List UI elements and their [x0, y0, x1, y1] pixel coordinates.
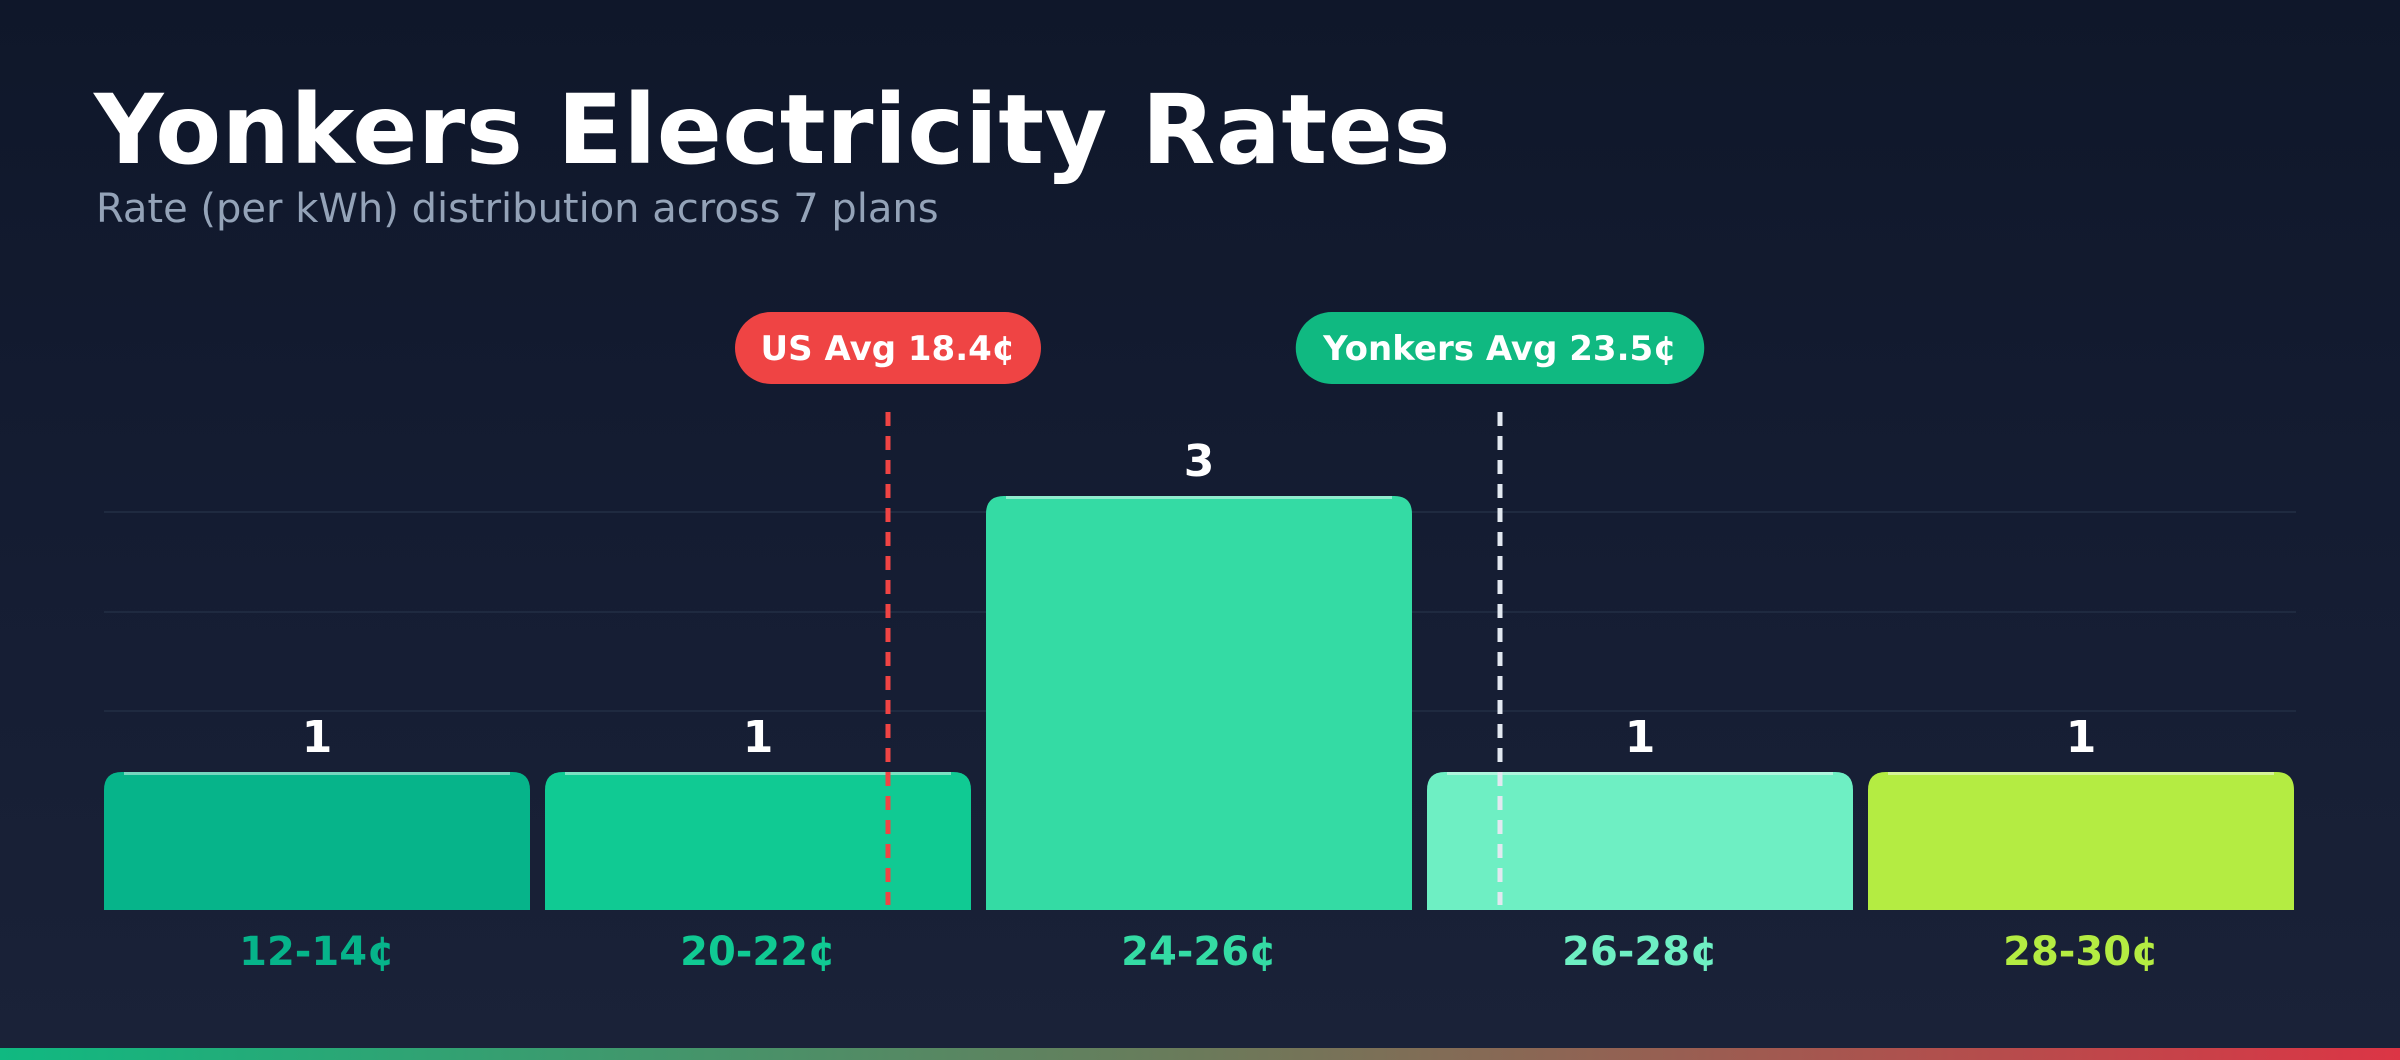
- bars: 1 12-14¢ 1 20-22¢ 3 24-26¢ 1 26-28¢ 1 28-30¢: [104, 436, 2294, 975]
- reference-badge-label: Yonkers Avg 23.5¢: [1322, 329, 1677, 369]
- reference-badge-label: US Avg 18.4¢: [761, 329, 1016, 369]
- bottom-accent-bar: [0, 1048, 2400, 1060]
- bar-value-label: 1: [1625, 712, 1656, 763]
- bar-value-label: 3: [1184, 436, 1215, 487]
- chart-title: Yonkers Electricity Rates: [94, 74, 1451, 186]
- chart-subtitle: Rate (per kWh) distribution across 7 pla…: [96, 186, 939, 232]
- bar-value-label: 1: [743, 712, 774, 763]
- reference-badge: [1295, 312, 1705, 384]
- category-label: 24-26¢: [1121, 929, 1277, 975]
- bar-20-22¢: [545, 772, 971, 910]
- bar-value-label: 1: [302, 712, 333, 763]
- bar-12-14¢: [104, 772, 530, 910]
- reference-lines: US Avg 18.4¢ Yonkers Avg 23.5¢: [735, 312, 1705, 905]
- bar-26-28¢: [1427, 772, 1853, 910]
- category-label: 26-28¢: [1562, 929, 1718, 975]
- bar-28-30¢: [1868, 772, 2294, 910]
- bar-value-label: 1: [2066, 712, 2097, 763]
- category-label: 20-22¢: [680, 929, 836, 975]
- bar-24-26¢: [986, 496, 1412, 910]
- category-label: 12-14¢: [239, 929, 395, 975]
- category-label: 28-30¢: [2003, 929, 2159, 975]
- reference-badge: [735, 312, 1041, 384]
